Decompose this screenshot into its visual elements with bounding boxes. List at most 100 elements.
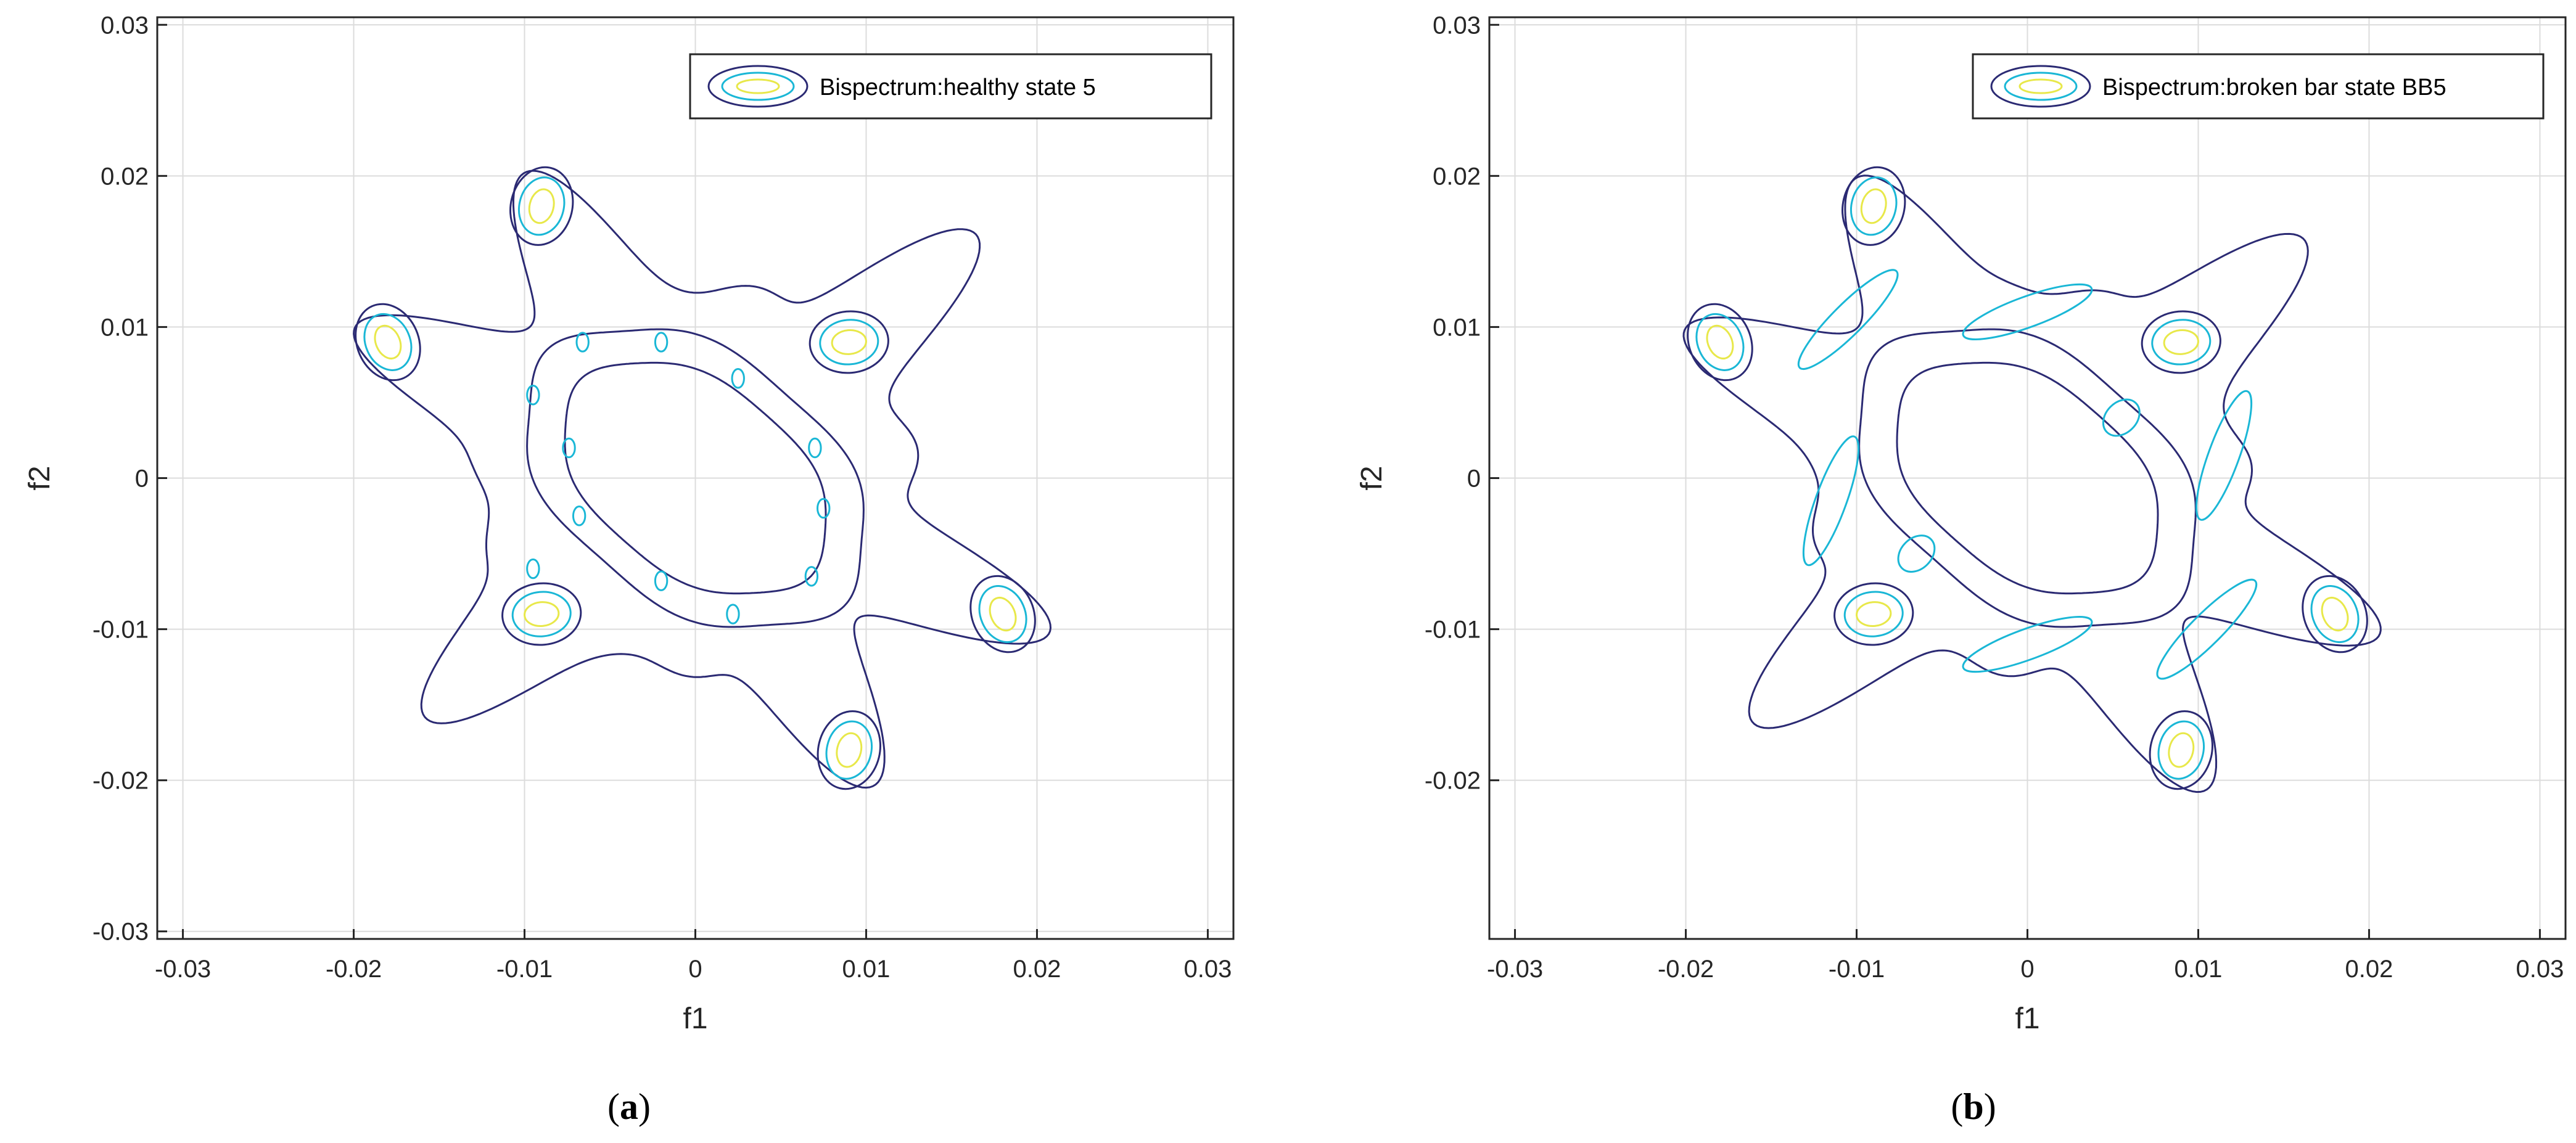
p0-contour-small-4 bbox=[808, 437, 822, 459]
p1-peak-high-1 bbox=[1856, 601, 1892, 628]
p0-ytick-label-4: 0.01 bbox=[101, 314, 149, 341]
p0-contour-small-10 bbox=[562, 437, 576, 459]
p0-ytick-label-5: 0.02 bbox=[101, 163, 149, 190]
p0-y-axis-label: f2 bbox=[23, 465, 56, 490]
p0-peak-low-5 bbox=[817, 710, 881, 790]
p0-contour-small-2 bbox=[654, 332, 669, 353]
p0-contour-ring-inner bbox=[564, 361, 827, 595]
p1-contours bbox=[1682, 166, 2382, 793]
p1-ytick-label-4: 0.02 bbox=[1433, 163, 1481, 190]
p0-contour-small-1 bbox=[575, 332, 590, 353]
p0-contour-ring-middle bbox=[526, 328, 865, 628]
p0-ytick-label-2: -0.01 bbox=[93, 617, 149, 644]
panel-b-bispectrum-broken-bar: -0.03 -0.02 -0.01 0 0.01 0.02 0.03 -0.02 -0.01 0 0… bbox=[1356, 12, 2567, 1035]
p0-xtick-label-1: -0.02 bbox=[326, 956, 382, 983]
p0-x-axis-label: f1 bbox=[683, 1002, 707, 1035]
p0-contours bbox=[353, 166, 1052, 790]
p1-peak-mid-1 bbox=[1843, 591, 1904, 637]
p1-ytick-label-0: -0.02 bbox=[1425, 768, 1481, 795]
p0-ytick-label-0: -0.03 bbox=[93, 919, 149, 946]
p1-peak-high-4 bbox=[1860, 188, 1887, 224]
p0-contour-small-0 bbox=[526, 384, 540, 406]
p1-contour-bar-0 bbox=[1797, 269, 1899, 370]
p0-xtick-label-3: 0 bbox=[688, 956, 702, 983]
p0-peak-low-3 bbox=[355, 303, 421, 382]
p1-peak-low-3 bbox=[1687, 303, 1753, 382]
p0-contour-small-6 bbox=[804, 566, 819, 587]
p0-contour-small-3 bbox=[731, 368, 745, 389]
p0-peak-mid-4 bbox=[518, 176, 566, 236]
p1-xtick-label-6: 0.03 bbox=[2516, 956, 2564, 983]
p1-contour-ring-middle bbox=[1858, 328, 2197, 628]
p1-peak-high-3 bbox=[1706, 324, 1734, 359]
p1-ytick-label-2: 0 bbox=[1467, 465, 1481, 493]
p1-legend-swatch-low bbox=[1990, 65, 2091, 108]
p1-legend-swatch-high bbox=[2018, 78, 2063, 94]
p1-peak-high-5 bbox=[2168, 732, 2195, 768]
p1-ytick-label-5: 0.03 bbox=[1433, 12, 1481, 39]
caption-a: (a) bbox=[607, 1086, 651, 1127]
p0-ytick-label-1: -0.02 bbox=[93, 768, 149, 795]
caption-b: (b) bbox=[1951, 1086, 1996, 1127]
p1-peak-mid-4 bbox=[1850, 176, 1898, 236]
p1-peak-low-2 bbox=[2302, 575, 2368, 653]
p1-peak-low-4 bbox=[1841, 166, 1906, 246]
p1-legend-box bbox=[1972, 53, 2545, 120]
p0-peak-mid-2 bbox=[978, 585, 1027, 644]
p0-contour-small-5 bbox=[817, 498, 831, 519]
p0-contour-outer bbox=[353, 170, 1052, 789]
p1-peak-high-2 bbox=[2321, 597, 2349, 632]
p0-contour-small-11 bbox=[526, 558, 540, 580]
p1-peak-low-0 bbox=[2141, 310, 2221, 374]
p0-contour-small-9 bbox=[572, 506, 586, 526]
p0-peak-low-1 bbox=[501, 582, 582, 646]
p0-peak-mid-0 bbox=[819, 319, 879, 366]
p1-peak-mid-0 bbox=[2151, 319, 2212, 366]
p1-contour-bar-1 bbox=[1962, 283, 2093, 340]
p0-peak-low-0 bbox=[809, 310, 889, 374]
p0-ytick-label-6: 0.03 bbox=[101, 12, 149, 39]
p1-contour-bar-4 bbox=[1962, 616, 2093, 673]
p1-legend: Bispectrum:broken bar state BB5 bbox=[1972, 53, 2545, 120]
p0-xtick-label-6: 0.03 bbox=[1184, 956, 1232, 983]
p0-legend-label: Bispectrum:healthy state 5 bbox=[820, 75, 1096, 100]
p1-x-axis-label: f1 bbox=[2015, 1002, 2039, 1035]
p1-contour-bar-6 bbox=[1897, 535, 1936, 573]
p0-peak-high-4 bbox=[528, 188, 555, 224]
p0-peak-high-1 bbox=[524, 601, 560, 628]
p1-xtick-label-5: 0.02 bbox=[2345, 956, 2393, 983]
p1-legend-swatch-mid bbox=[2004, 72, 2078, 101]
p1-legend-label: Bispectrum:broken bar state BB5 bbox=[2102, 75, 2446, 100]
p0-peak-high-0 bbox=[831, 329, 867, 355]
panel-a-bispectrum-healthy: -0.03 -0.02 -0.01 0 0.01 0.02 0.03 -0.03 -0.02 -0… bbox=[23, 12, 1235, 1035]
p0-peak-high-5 bbox=[836, 732, 863, 768]
p1-xtick-label-1: -0.02 bbox=[1658, 956, 1714, 983]
p0-peak-low-2 bbox=[969, 575, 1036, 653]
p0-peak-mid-3 bbox=[363, 313, 413, 371]
p0-contour-small-7 bbox=[726, 604, 740, 625]
p1-peak-high-0 bbox=[2163, 329, 2199, 355]
p0-contour-small-8 bbox=[654, 570, 669, 591]
p1-xtick-label-0: -0.03 bbox=[1487, 956, 1543, 983]
p0-grid bbox=[157, 17, 1233, 939]
p1-peak-low-1 bbox=[1833, 582, 1914, 646]
p1-contour-bar-3 bbox=[2156, 578, 2258, 680]
p0-ytick-label-3: 0 bbox=[135, 465, 149, 493]
p1-ytick-label-1: -0.01 bbox=[1425, 617, 1481, 644]
p0-xtick-label-2: -0.01 bbox=[496, 956, 553, 983]
p1-contour-bar-7 bbox=[2102, 398, 2141, 437]
p1-contour-ring-inner bbox=[1896, 361, 2159, 595]
p1-peak-mid-2 bbox=[2310, 585, 2360, 644]
p0-peak-mid-5 bbox=[825, 720, 873, 780]
p0-legend: Bispectrum:healthy state 5 bbox=[689, 53, 1212, 120]
p0-peak-high-2 bbox=[989, 597, 1017, 632]
p0-legend-swatch-high bbox=[736, 78, 780, 94]
p1-peak-low-5 bbox=[2149, 710, 2213, 790]
p1-peak-mid-5 bbox=[2157, 720, 2205, 780]
p0-peak-low-4 bbox=[509, 166, 574, 246]
p0-legend-swatch-low bbox=[707, 65, 809, 108]
p1-xtick-label-2: -0.01 bbox=[1829, 956, 1885, 983]
p0-xtick-label-0: -0.03 bbox=[155, 956, 211, 983]
p1-contour-bar-5 bbox=[1802, 435, 1860, 567]
